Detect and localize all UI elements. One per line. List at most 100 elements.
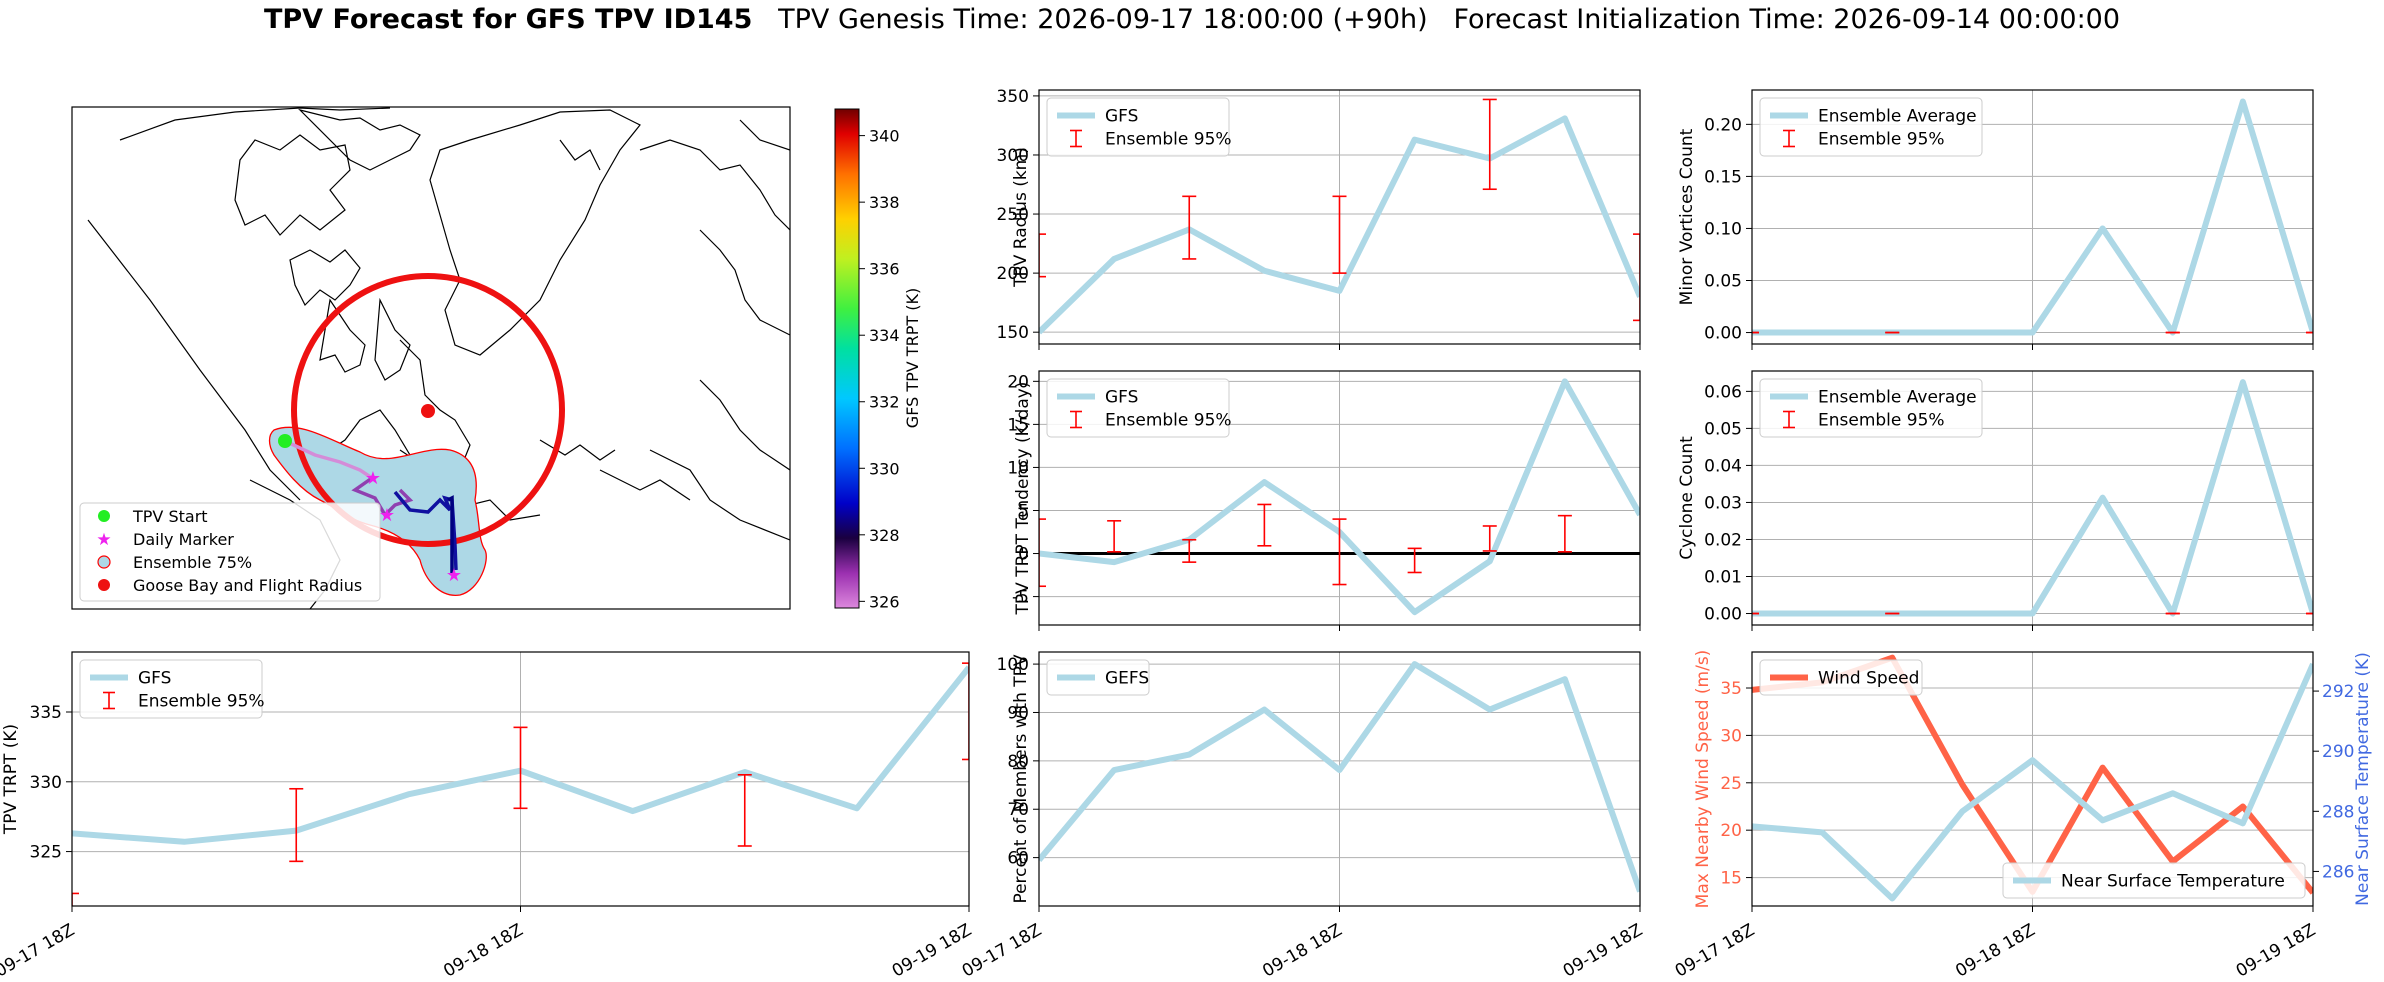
trpt-ytick-label: 330	[30, 773, 62, 793]
wind-ytick-right-label: 290	[2322, 742, 2354, 762]
percent-ylabel: Percent of Members with TPV	[1011, 654, 1031, 903]
map-legend-0: TPV Start	[132, 507, 208, 526]
green-start-dot-icon	[98, 510, 110, 522]
trpt-plot-group	[72, 662, 969, 906]
minor-ytick-label: 0.15	[1704, 167, 1742, 187]
colorbar-tick-label: 328	[869, 526, 900, 545]
wind-ytick-label: 15	[1720, 869, 1742, 889]
percent-series-0-line	[1039, 661, 1640, 893]
tpv-track-end	[447, 495, 454, 575]
colorbar-tick-label: 332	[869, 393, 900, 412]
tendency-legend-label: GFS	[1105, 388, 1138, 408]
trpt-legend-label: GFS	[138, 669, 171, 689]
map-legend-2: Ensemble 75%	[133, 553, 252, 572]
cyclone-legend-label: Ensemble Average	[1818, 388, 1977, 408]
percent-ytick-label: 90	[1007, 703, 1029, 723]
map-legend-1: Daily Marker	[133, 530, 234, 549]
minor-ytick-label: 0.00	[1704, 324, 1742, 344]
wind-legend-label: Near Surface Temperature	[2061, 872, 2285, 892]
genesis-time-text: TPV Genesis Time: 2026-09-17 18:00:00 (+…	[778, 4, 1428, 35]
init-time-text: Forecast Initialization Time: 2026-09-14…	[1453, 4, 2121, 35]
cyclone-ytick-label: 0.01	[1704, 567, 1742, 587]
tendency-ytick-label: 0	[1018, 545, 1029, 565]
wind-xtick-label: 09-17 18Z	[1672, 920, 1758, 981]
tendency-ytick-label: 15	[1007, 415, 1029, 435]
cyclone-ylabel: Cyclone Count	[1677, 436, 1697, 560]
percent-ytick-label: 80	[1007, 752, 1029, 772]
cyclone-ytick-label: 0.03	[1704, 493, 1742, 513]
cyclone-ytick-label: 0.00	[1704, 605, 1742, 625]
minor-ytick-label: 0.05	[1704, 272, 1742, 292]
daily-marker-star-1: ★	[365, 468, 381, 489]
trpt-ylabel: TPV TRPT (K)	[1, 724, 21, 835]
wind-legend-label: Wind Speed	[1818, 669, 1919, 689]
trpt-ytick-label: 335	[30, 703, 62, 723]
percent-legend-box	[1046, 659, 1150, 696]
figure-title-bold: TPV Forecast for GFS TPV ID145	[263, 4, 753, 35]
minor-series-0-line	[1752, 98, 2313, 336]
percent-plot-group	[1039, 661, 1640, 893]
cyclone-legend: Ensemble Average Ensemble 95%	[1759, 378, 1983, 438]
cyclone-ytick-label: 0.05	[1704, 419, 1742, 439]
tpv-track-early	[284, 439, 373, 480]
wind-ytick-label: 30	[1720, 726, 1742, 746]
tendency-ylabel: TPV TRPT Tendency (K/day)	[1013, 382, 1033, 616]
tendency-legend-label: Ensemble 95%	[1105, 411, 1232, 431]
ensemble-swatch-icon	[97, 555, 111, 569]
colorbar-tick-label: 326	[869, 592, 900, 611]
wind-series-1-line	[1752, 662, 2313, 902]
colorbar-tick-label: 340	[869, 127, 900, 146]
radius-panel: 150 200 250 300 350 TPV Radius (km) GFS Ensembl…	[997, 87, 1641, 350]
colorbar-label: GFS TPV TRPT (K)	[903, 288, 922, 428]
map-legend: ★ TPV Start Daily Marker Ensemble 75% Go…	[79, 502, 381, 602]
radius-ytick-label: 250	[997, 205, 1029, 225]
tendency-legend: GFS Ensemble 95%	[1046, 378, 1232, 438]
colorbar-tick-label: 336	[869, 260, 900, 279]
minor-vortices-panel: 0.00 0.05 0.10 0.15 0.20 Minor Vortices Count…	[1677, 89, 2314, 350]
trpt-ytick-label: 325	[30, 843, 62, 863]
wind-temperature-panel: 15 20 25 30 35 286 288 290 292 09-17 18Z 09-18 18Z…	[1672, 650, 2373, 982]
trpt-xtick-label: 09-18 18Z	[440, 920, 526, 981]
coastline-map	[87, 107, 790, 609]
figure-title: TPV Forecast for GFS TPV ID145 TPV Genes…	[0, 4, 2384, 35]
colorbar	[834, 108, 860, 609]
tendency-ytick-label: 20	[1007, 372, 1029, 392]
minor-legend-box	[1759, 97, 1983, 157]
wind-ytick-label: 35	[1720, 679, 1742, 699]
map-legend-3: Goose Bay and Flight Radius	[133, 576, 362, 595]
percent-ytick-label: 70	[1007, 800, 1029, 820]
colorbar-tick-label: 330	[869, 459, 900, 478]
minor-legend: Ensemble Average Ensemble 95%	[1759, 97, 1983, 157]
wind-ytick-label: 25	[1720, 774, 1742, 794]
wind-xtick-label: 09-19 18Z	[2233, 920, 2319, 981]
percent-legend: GEFS	[1046, 659, 1150, 696]
radius-ytick-label: 150	[997, 323, 1029, 343]
cyclone-ytick-label: 0.02	[1704, 530, 1742, 550]
cyclone-ytick-label: 0.06	[1704, 382, 1742, 402]
wind-legend-box	[1759, 659, 1923, 696]
red-circle-marker-icon	[98, 579, 110, 591]
cyclone-legend-label: Ensemble 95%	[1818, 411, 1945, 431]
percent-legend-label: GEFS	[1105, 669, 1149, 689]
wind-ylabel-right: Near Surface Temperature (K)	[2353, 652, 2373, 906]
minor-ytick-label: 0.10	[1704, 219, 1742, 239]
colorbar-tick-label: 334	[869, 326, 900, 345]
tpv-track-mid	[351, 476, 414, 518]
percent-xtick-label: 09-17 18Z	[959, 920, 1045, 981]
minor-ylabel: Minor Vortices Count	[1677, 128, 1697, 305]
trpt-legend-label: Ensemble 95%	[138, 692, 265, 712]
wind-ytick-right-label: 292	[2322, 682, 2354, 702]
cyclone-legend-box	[1759, 378, 1983, 438]
colorbar-tick-label: 338	[869, 193, 900, 212]
tendency-ytick-label: 10	[1007, 458, 1029, 478]
wind-legend: Near Surface Temperature	[2002, 862, 2306, 899]
percent-ytick-label: 100	[997, 655, 1029, 675]
radius-legend: GFS Ensemble 95%	[1046, 97, 1232, 157]
radius-ytick-label: 300	[997, 146, 1029, 166]
radius-series-0-line	[1039, 115, 1640, 335]
colorbar-ticks: 340 338 336 334 332 330 328 326	[859, 127, 900, 611]
minor-legend-label: Ensemble 95%	[1818, 130, 1945, 150]
cyclone-series-0-line	[1752, 379, 2313, 617]
